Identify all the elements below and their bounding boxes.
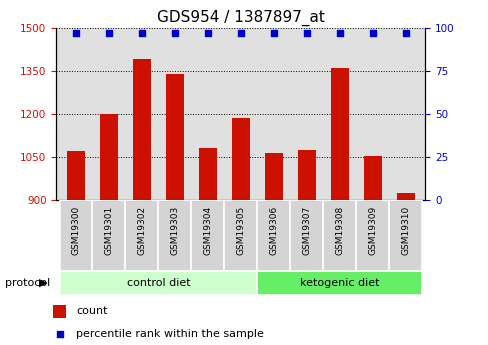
Text: GSM19308: GSM19308 <box>335 206 344 255</box>
Point <box>368 30 376 36</box>
FancyBboxPatch shape <box>323 200 355 271</box>
Text: count: count <box>76 306 107 316</box>
FancyBboxPatch shape <box>257 200 290 271</box>
Bar <box>264 152 282 345</box>
Point <box>401 30 409 36</box>
Point <box>302 30 310 36</box>
Point <box>350 218 358 224</box>
Text: GSM19301: GSM19301 <box>104 206 113 255</box>
FancyBboxPatch shape <box>158 200 191 271</box>
FancyBboxPatch shape <box>191 200 224 271</box>
Text: GSM19306: GSM19306 <box>269 206 278 255</box>
Point <box>335 30 343 36</box>
Text: GSM19307: GSM19307 <box>302 206 311 255</box>
FancyBboxPatch shape <box>92 200 125 271</box>
Point <box>138 30 145 36</box>
Text: GSM19309: GSM19309 <box>367 206 376 255</box>
Point <box>171 30 179 36</box>
Text: GSM19303: GSM19303 <box>170 206 179 255</box>
Text: percentile rank within the sample: percentile rank within the sample <box>76 329 263 339</box>
FancyBboxPatch shape <box>224 200 257 271</box>
Bar <box>330 68 348 345</box>
Title: GDS954 / 1387897_at: GDS954 / 1387897_at <box>157 10 324 26</box>
Point <box>203 30 211 36</box>
FancyBboxPatch shape <box>60 200 92 271</box>
Bar <box>363 156 381 345</box>
Text: protocol: protocol <box>5 278 50 288</box>
Bar <box>396 193 414 345</box>
Text: GSM19302: GSM19302 <box>137 206 146 255</box>
Text: GSM19305: GSM19305 <box>236 206 245 255</box>
Bar <box>165 73 183 345</box>
Bar <box>67 151 85 345</box>
Point <box>72 30 80 36</box>
Text: GSM19304: GSM19304 <box>203 206 212 255</box>
Text: ▶: ▶ <box>40 278 48 288</box>
Text: GSM19300: GSM19300 <box>71 206 81 255</box>
FancyBboxPatch shape <box>60 271 257 295</box>
Bar <box>53 305 66 318</box>
Text: GSM19310: GSM19310 <box>400 206 409 255</box>
Text: control diet: control diet <box>126 278 190 288</box>
Bar <box>231 118 249 345</box>
Text: ketogenic diet: ketogenic diet <box>299 278 379 288</box>
FancyBboxPatch shape <box>125 200 158 271</box>
FancyBboxPatch shape <box>355 200 388 271</box>
Bar <box>297 150 315 345</box>
FancyBboxPatch shape <box>388 200 421 271</box>
Point <box>269 30 277 36</box>
Point <box>105 30 113 36</box>
Bar <box>100 114 118 345</box>
Bar <box>133 59 151 345</box>
Point <box>236 30 244 36</box>
FancyBboxPatch shape <box>257 271 421 295</box>
Bar <box>199 148 217 345</box>
FancyBboxPatch shape <box>290 200 323 271</box>
